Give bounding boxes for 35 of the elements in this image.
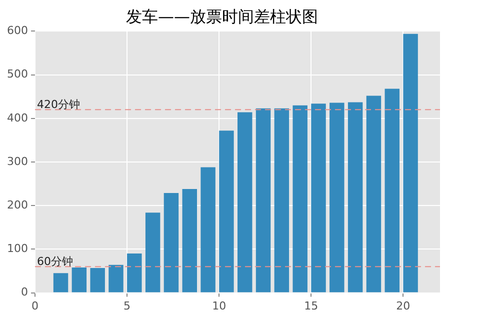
chart-title: 发车——放票时间差柱状图	[126, 6, 318, 26]
x-tick-label: 10	[212, 299, 226, 312]
y-tick-label: 600	[6, 24, 28, 38]
bar	[127, 254, 142, 292]
bar	[311, 104, 326, 292]
y-tick-label: 200	[6, 198, 28, 212]
y-tick-label: 0	[20, 286, 28, 299]
bar	[238, 112, 252, 292]
x-tick-label: 20	[396, 299, 410, 312]
x-tick-label: 5	[124, 299, 131, 312]
bar	[164, 192, 179, 292]
y-tick-label: 100	[6, 242, 28, 256]
bar	[403, 34, 418, 292]
bar	[292, 105, 308, 292]
bar	[72, 268, 87, 292]
y-tick-label: 400	[6, 111, 28, 124]
ref-line-label: 420分钟	[36, 98, 80, 112]
bar	[53, 273, 68, 292]
y-tick-label: 300	[6, 154, 28, 168]
bar	[200, 167, 216, 292]
bar	[330, 102, 344, 292]
x-tick-label: 0	[31, 299, 38, 312]
bar	[108, 264, 124, 292]
bar	[348, 102, 363, 292]
bar	[90, 268, 105, 292]
bar	[145, 212, 160, 292]
ref-line-label: 60分钟	[36, 255, 73, 268]
bar	[256, 108, 271, 292]
bar	[219, 130, 234, 292]
y-tick-label: 500	[6, 68, 28, 81]
bar	[182, 189, 197, 292]
bar	[274, 108, 290, 292]
x-tick-label: 15	[304, 299, 318, 312]
bar	[384, 88, 400, 292]
bar	[366, 96, 382, 292]
